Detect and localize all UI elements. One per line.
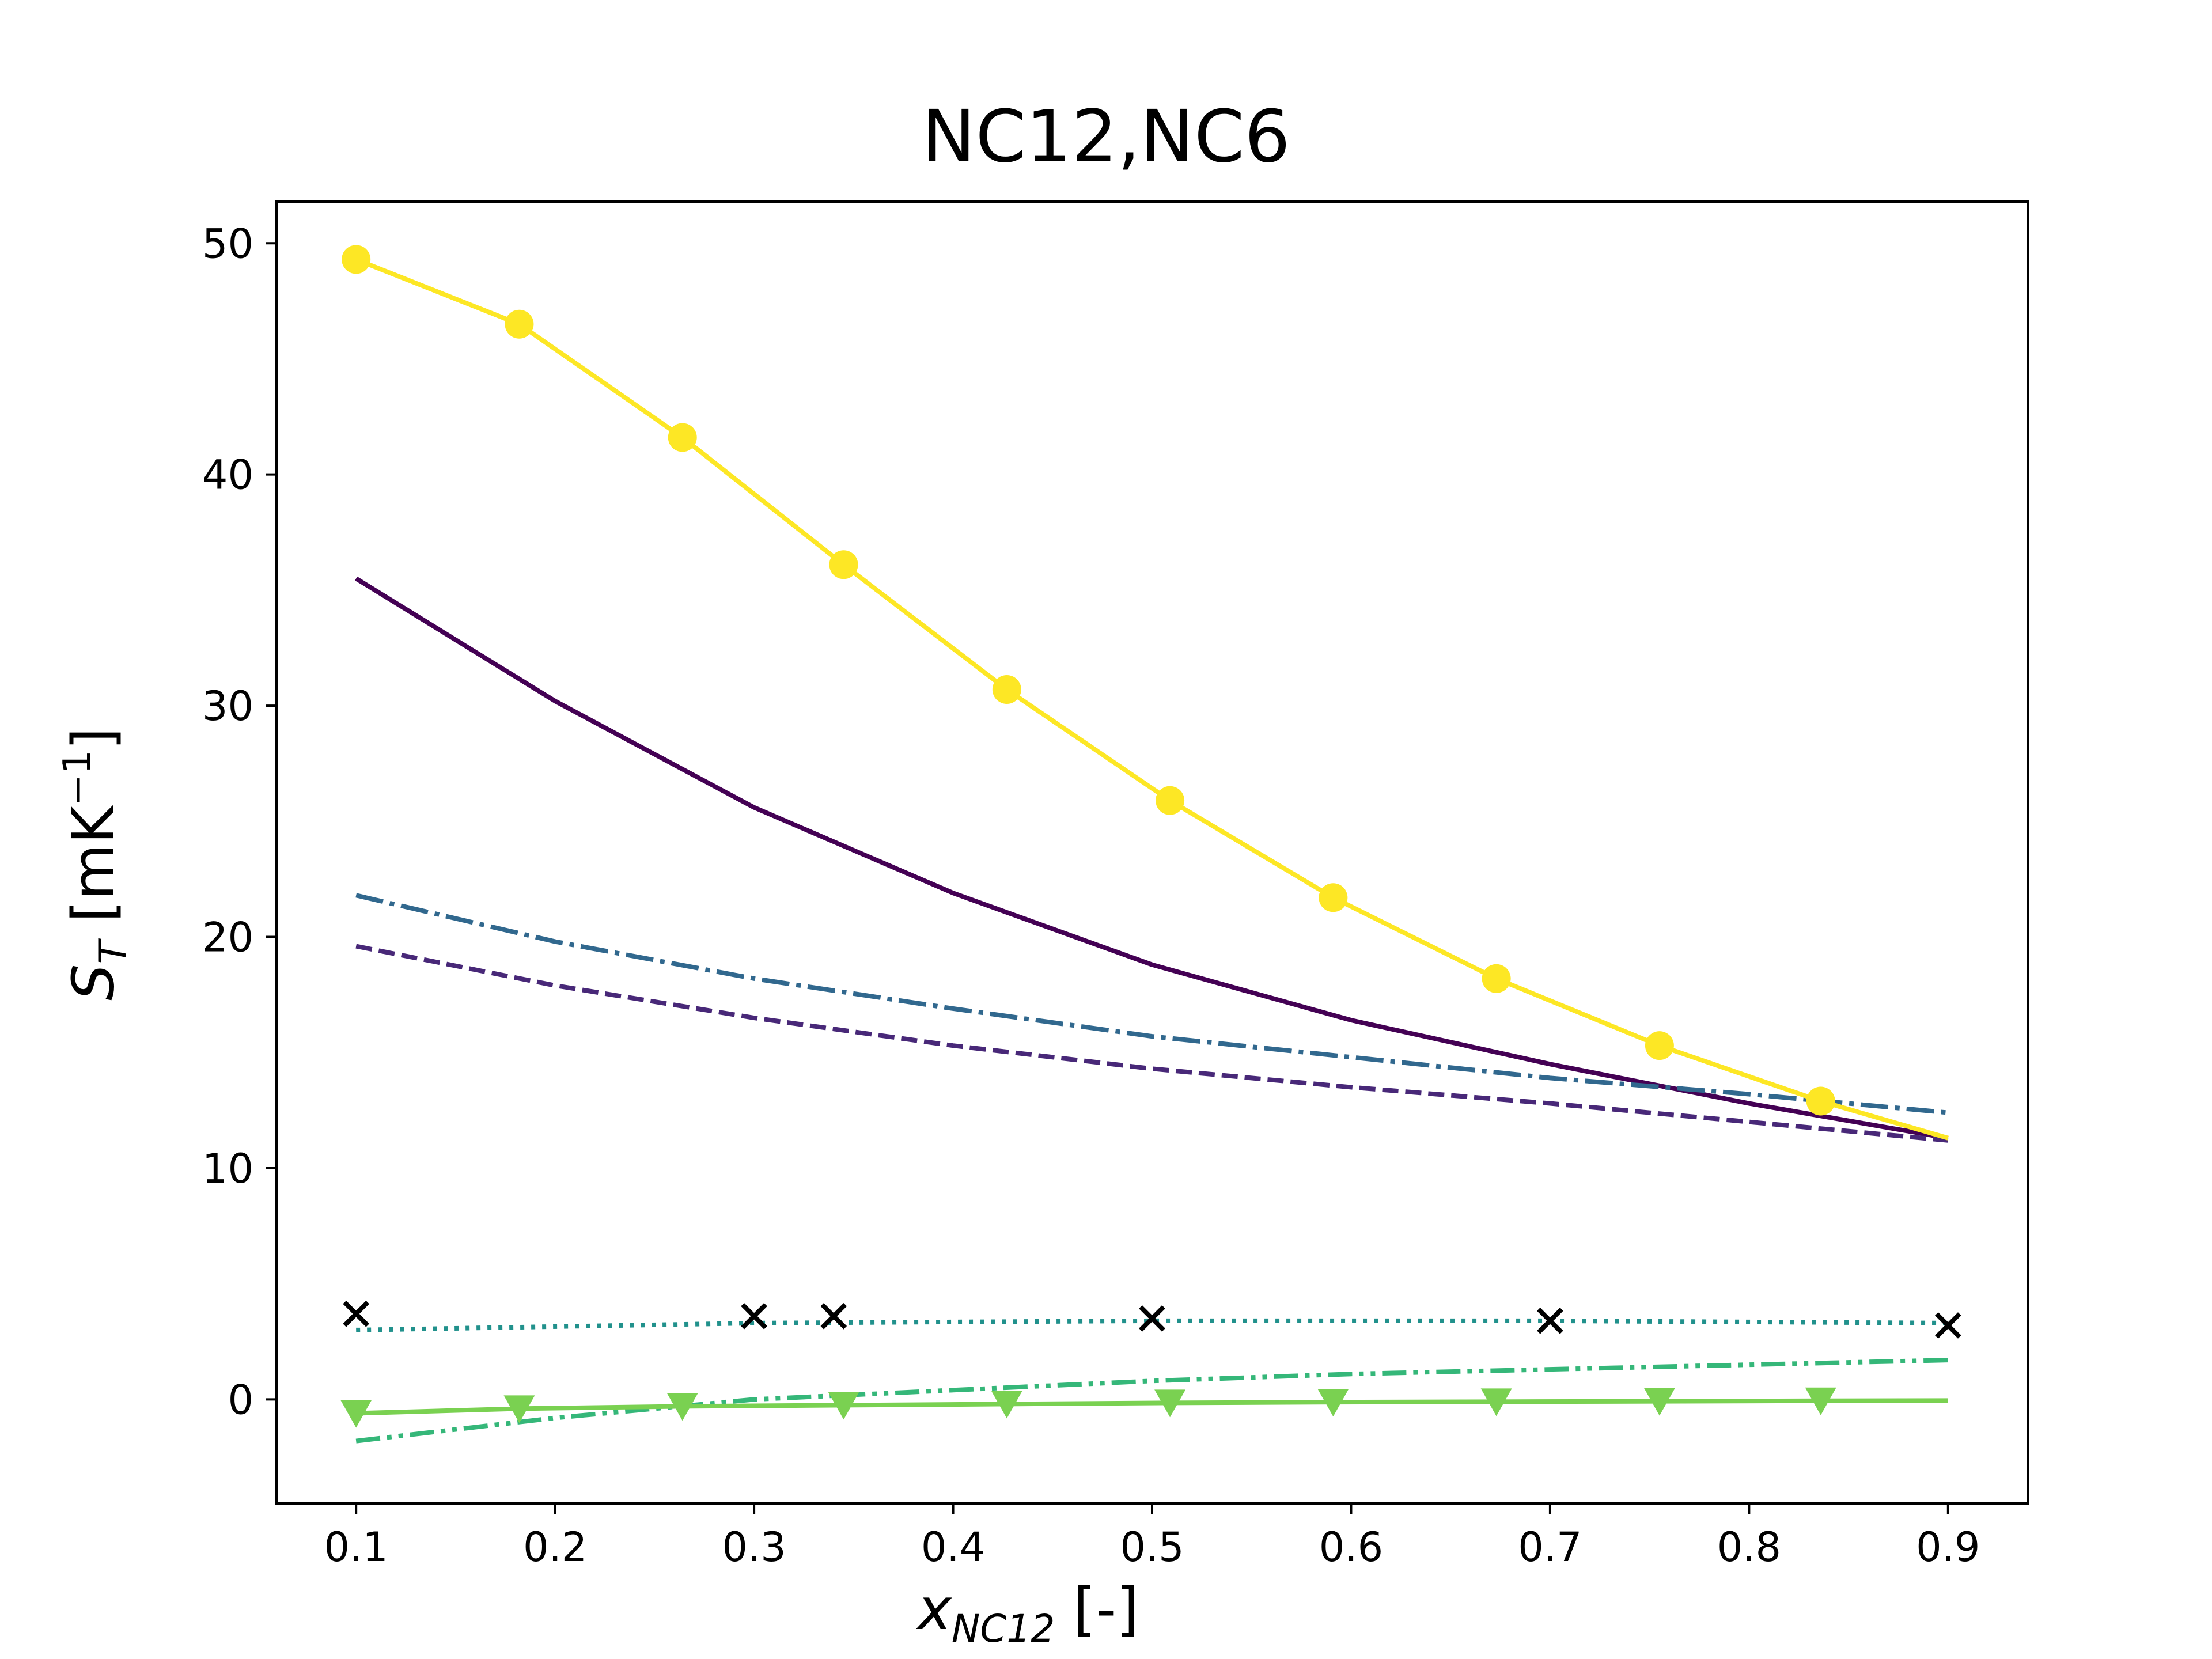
x-tick-label-6: 0.7 [1518, 1524, 1582, 1571]
series-7-point-1 [741, 1303, 767, 1330]
x-tick-label-7: 0.8 [1717, 1524, 1781, 1571]
x-axis-label-sub: NC12 [951, 1607, 1055, 1651]
series-5-point-1 [503, 1395, 535, 1423]
series-7-point-4 [1537, 1308, 1563, 1334]
series-6-point-0 [342, 245, 371, 274]
series-6-line [355, 257, 1949, 1141]
series-5-point-2 [666, 1393, 698, 1421]
x-tick-label-4: 0.5 [1120, 1524, 1184, 1571]
x-tick-label-5: 0.6 [1319, 1524, 1383, 1571]
x-tick-label-8: 0.9 [1916, 1524, 1980, 1571]
series-6-point-4 [992, 675, 1021, 704]
series-5-point-0 [340, 1400, 372, 1428]
series-5-point-9 [1805, 1387, 1836, 1415]
x-tick-label-0: 0.1 [324, 1524, 388, 1571]
x-axis-label-unit: [-] [1073, 1575, 1139, 1643]
y-tick-label-2: 20 [202, 914, 253, 961]
y-tick-label-0: 0 [228, 1376, 253, 1423]
series-2-line [355, 893, 1949, 1115]
series-6-point-3 [829, 550, 858, 579]
series-5-point-3 [828, 1392, 859, 1420]
series-0-line [355, 576, 1949, 1141]
series-7-point-2 [820, 1303, 847, 1330]
y-tick-label-1: 10 [202, 1145, 253, 1192]
series-6-point-6 [1319, 883, 1348, 912]
series-5-line [356, 1398, 1948, 1416]
x-tick-label-2: 0.3 [722, 1524, 786, 1571]
series-6-point-1 [505, 309, 534, 339]
series-5-point-6 [1317, 1389, 1349, 1417]
series-6-point-5 [1156, 786, 1185, 815]
series-7-point-0 [343, 1301, 370, 1327]
series-5-point-4 [991, 1391, 1022, 1419]
series-3-line [356, 1318, 1948, 1332]
series-5-point-5 [1154, 1389, 1186, 1418]
series-7-point-3 [1139, 1305, 1165, 1332]
series-1-line [355, 944, 1949, 1143]
series-7-point-5 [1934, 1312, 1961, 1339]
x-tick-label-3: 0.4 [921, 1524, 985, 1571]
x-axis-label: xNC12 [-] [918, 1575, 1139, 1651]
y-tick-label-3: 30 [202, 683, 253, 730]
plot-frame [275, 200, 2029, 1505]
x-tick-label-1: 0.2 [523, 1524, 587, 1571]
y-tick-label-4: 40 [202, 452, 253, 499]
series-5-point-7 [1480, 1388, 1512, 1416]
series-6-point-8 [1645, 1031, 1674, 1060]
series-6-point-7 [1482, 964, 1511, 993]
series-5-point-8 [1643, 1388, 1675, 1416]
series-6-point-9 [1806, 1086, 1835, 1116]
chart-title: NC12,NC6 [922, 95, 1290, 179]
series-6-point-2 [668, 423, 697, 452]
x-axis-label-var: x [917, 1575, 952, 1643]
y-tick-label-5: 50 [202, 220, 253, 267]
